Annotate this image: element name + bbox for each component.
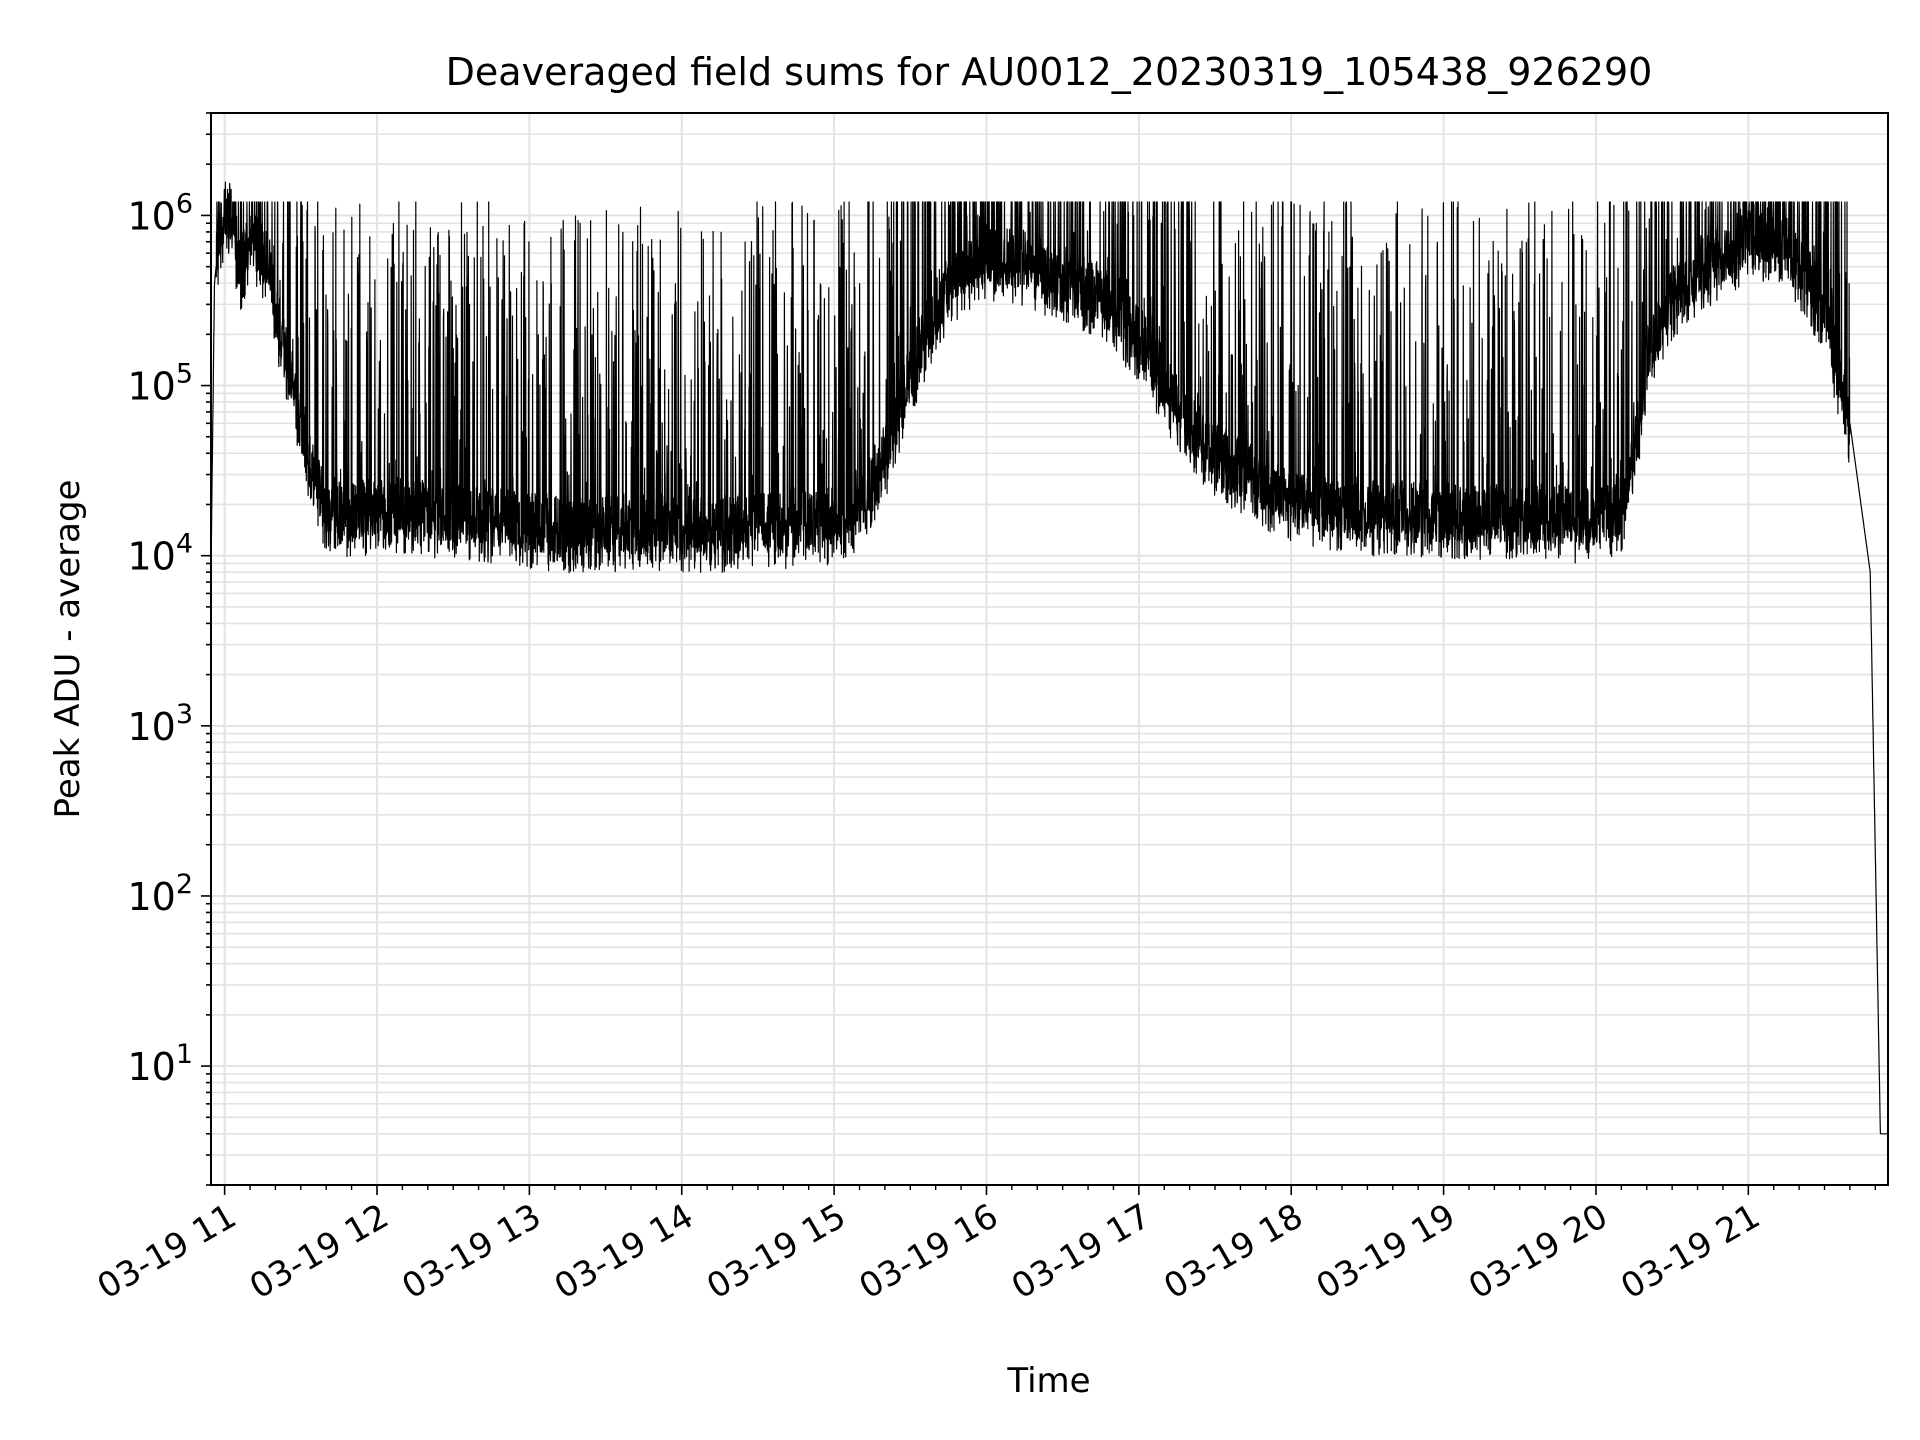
series-path [210,181,1889,1135]
y-tick-label: 102 [127,869,193,919]
y-tick-label: 106 [127,188,193,238]
y-tick-label: 101 [127,1039,193,1089]
x-axis-label: Time [1006,1361,1090,1401]
chart-title: Deaveraged field sums for AU0012_2023031… [446,50,1653,94]
y-tick-label: 104 [127,529,193,579]
grid [211,112,1888,1186]
data-series-line [210,181,1889,1135]
plot-frame [210,112,1889,1186]
y-tick-label: 105 [127,359,193,409]
y-tick-label: 103 [127,699,193,749]
y-axis-ticks: 101 102 103 104 105 106 [127,112,211,1186]
y-axis-label: Peak ADU - average [48,480,88,819]
